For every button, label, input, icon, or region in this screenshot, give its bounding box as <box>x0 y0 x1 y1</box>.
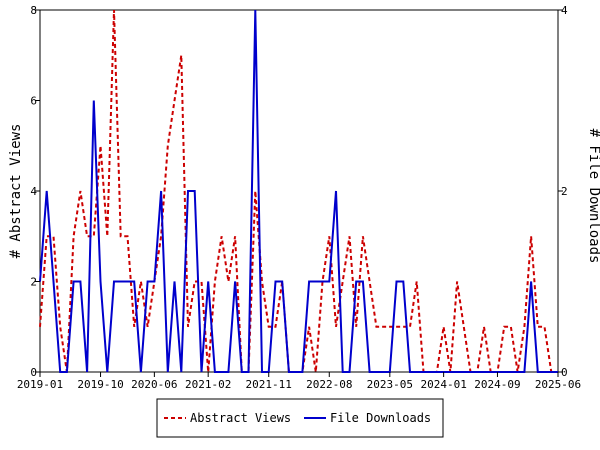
x-tick-label: 2023-05 <box>367 378 413 391</box>
y-right-tick-label: 2 <box>561 185 568 198</box>
y-left-tick-label: 0 <box>30 366 37 379</box>
legend-abstract-views-label: Abstract Views <box>190 411 291 425</box>
x-tick-label: 2024-09 <box>474 378 520 391</box>
y-right-tick-label: 4 <box>561 4 568 17</box>
y-left-tick-label: 6 <box>30 95 37 108</box>
y-left-axis-title: # Abstract Views <box>8 124 24 259</box>
x-tick-label: 2022-08 <box>306 378 352 391</box>
legend-box <box>156 398 444 438</box>
y-left-tick-label: 8 <box>30 4 37 17</box>
series-layer <box>39 9 558 373</box>
y-left-tick-label: 4 <box>30 185 37 198</box>
x-tick-label: 2020-06 <box>131 378 177 391</box>
x-tick-label: 2021-02 <box>185 378 231 391</box>
x-tick-label: 2024-01 <box>420 378 466 391</box>
legend-file-downloads-label: File Downloads <box>330 411 431 425</box>
x-tick-label: 2025-06 <box>535 378 581 391</box>
y-right-axis-title: # File Downloads <box>586 129 600 264</box>
y-right-tick-label: 0 <box>561 366 568 379</box>
axes-layer: 0 2 4 6 8 0 2 4 2019-01 2019-10 2020-06 2021-02 2021… <box>17 4 581 391</box>
plot-area <box>39 9 559 373</box>
x-tick-label: 2021-11 <box>246 378 292 391</box>
x-tick-label: 2019-10 <box>77 378 123 391</box>
file-downloads-line <box>39 9 558 373</box>
legend: Abstract Views File Downloads <box>156 398 444 438</box>
y-left-tick-label: 2 <box>30 276 37 289</box>
x-tick-label: 2019-01 <box>17 378 63 391</box>
